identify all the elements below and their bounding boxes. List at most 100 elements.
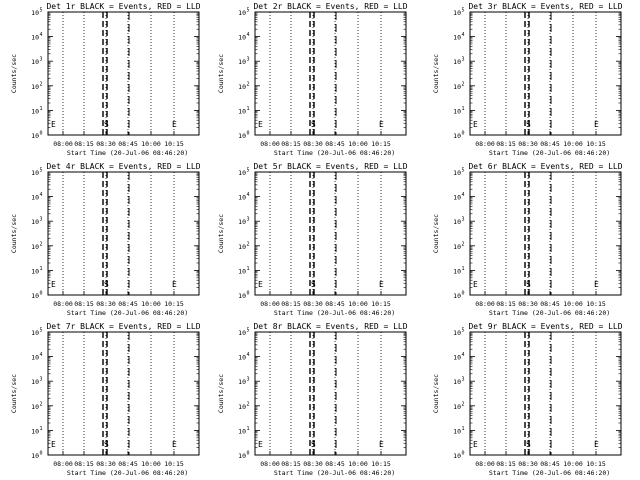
marker-right: E <box>594 440 599 449</box>
y-tick-label-base: 10 <box>453 267 461 275</box>
y-tick-label-exponent: 0 <box>247 451 250 457</box>
y-tick-label-exponent: 4 <box>247 32 250 38</box>
x-tick-label: 08:00 <box>260 300 280 308</box>
y-tick-label-exponent: 2 <box>40 401 43 407</box>
y-tick-label-base: 10 <box>238 292 246 300</box>
y-tick-label-base: 10 <box>453 169 461 177</box>
y-axis-label: Counts/sec <box>432 54 440 93</box>
marker-right: E <box>172 440 177 449</box>
y-tick-label-exponent: 0 <box>462 451 465 457</box>
y-axis-label: Counts/sec <box>432 374 440 413</box>
y-tick-label-exponent: 4 <box>40 32 43 38</box>
x-tick-label: 08:15 <box>281 460 301 468</box>
x-tick-label: 08:30 <box>96 140 116 148</box>
y-tick-label-base: 10 <box>31 329 39 337</box>
x-tick-label: 08:00 <box>475 460 495 468</box>
plot-frame <box>469 11 622 136</box>
y-axis-label: Counts/sec <box>10 374 18 413</box>
y-tick-label-exponent: 1 <box>247 426 250 432</box>
marker-mid: S <box>311 440 316 449</box>
y-tick-label-exponent: 0 <box>247 291 250 297</box>
y-tick-label-base: 10 <box>31 194 39 202</box>
y-tick-label-base: 10 <box>31 427 39 435</box>
y-tick-label-base: 10 <box>453 243 461 251</box>
y-tick-label-exponent: 0 <box>462 131 465 137</box>
y-tick-label-exponent: 4 <box>40 352 43 358</box>
y-tick-label-base: 10 <box>238 378 246 386</box>
y-tick-label-exponent: 3 <box>462 57 465 63</box>
x-tick-label: 08:15 <box>74 300 94 308</box>
y-tick-label-base: 10 <box>31 58 39 66</box>
plot-frame <box>469 171 622 296</box>
y-tick-label-base: 10 <box>31 132 39 140</box>
y-tick-label-exponent: 1 <box>40 266 43 272</box>
y-tick-label-exponent: 1 <box>40 106 43 112</box>
y-axis-label: Counts/sec <box>217 374 225 413</box>
y-tick-label-exponent: 2 <box>462 241 465 247</box>
y-tick-label-base: 10 <box>453 452 461 460</box>
y-tick-label-base: 10 <box>453 83 461 91</box>
y-tick-label-exponent: 0 <box>40 131 43 137</box>
y-tick-label-exponent: 0 <box>40 451 43 457</box>
y-tick-label-exponent: 5 <box>247 168 250 174</box>
y-tick-label-base: 10 <box>453 34 461 42</box>
x-tick-label: 08:45 <box>118 140 138 148</box>
x-tick-label: 08:30 <box>303 140 323 148</box>
y-tick-label-exponent: 2 <box>247 401 250 407</box>
y-tick-label-exponent: 5 <box>40 8 43 14</box>
x-tick-label: 08:30 <box>96 300 116 308</box>
y-tick-label-base: 10 <box>31 169 39 177</box>
x-axis-label: Start Time (20-Jul-06 08:46:20) <box>489 149 610 157</box>
x-tick-label: 08:30 <box>96 460 116 468</box>
y-tick-label-exponent: 4 <box>462 192 465 198</box>
x-tick-label: 08:45 <box>540 140 560 148</box>
marker-left: E <box>473 120 478 129</box>
x-tick-label: 08:30 <box>518 140 538 148</box>
y-tick-label-base: 10 <box>31 34 39 42</box>
y-axis-label: Counts/sec <box>10 214 18 253</box>
y-tick-label-exponent: 3 <box>462 377 465 383</box>
y-tick-label-base: 10 <box>238 58 246 66</box>
y-tick-label-base: 10 <box>453 132 461 140</box>
panel-title: Det 7r BLACK = Events, RED = LLD <box>46 322 200 331</box>
y-tick-label-exponent: 3 <box>247 57 250 63</box>
x-tick-label: 08:00 <box>53 140 73 148</box>
x-tick-label: 08:00 <box>260 460 280 468</box>
x-tick-label: 08:45 <box>540 300 560 308</box>
x-tick-label: 08:00 <box>53 460 73 468</box>
y-tick-label-exponent: 4 <box>40 192 43 198</box>
y-tick-label-base: 10 <box>31 292 39 300</box>
y-tick-label-base: 10 <box>453 427 461 435</box>
y-tick-label-base: 10 <box>238 169 246 177</box>
y-tick-label-exponent: 2 <box>247 81 250 87</box>
y-tick-label-base: 10 <box>31 354 39 362</box>
panel-title: Det 2r BLACK = Events, RED = LLD <box>253 2 407 11</box>
x-axis-label: Start Time (20-Jul-06 08:46:20) <box>67 469 188 477</box>
y-tick-label-base: 10 <box>238 354 246 362</box>
panel-title: Det 3r BLACK = Events, RED = LLD <box>468 2 622 11</box>
marker-right: E <box>594 280 599 289</box>
y-tick-label-exponent: 2 <box>40 241 43 247</box>
y-tick-label-base: 10 <box>453 403 461 411</box>
y-tick-label-base: 10 <box>453 194 461 202</box>
x-axis-label: Start Time (20-Jul-06 08:46:20) <box>274 309 395 317</box>
y-tick-label-base: 10 <box>238 83 246 91</box>
y-tick-label-exponent: 1 <box>462 426 465 432</box>
x-tick-label: 10:00 <box>348 300 368 308</box>
panel-title: Det 5r BLACK = Events, RED = LLD <box>253 162 407 171</box>
marker-mid: S <box>104 280 109 289</box>
x-tick-label: 08:45 <box>540 460 560 468</box>
y-tick-label-base: 10 <box>31 83 39 91</box>
y-tick-label-base: 10 <box>31 452 39 460</box>
y-tick-label-base: 10 <box>453 354 461 362</box>
marker-right: E <box>379 280 384 289</box>
marker-mid: S <box>526 440 531 449</box>
y-tick-label-exponent: 3 <box>40 57 43 63</box>
x-tick-label: 10:00 <box>563 300 583 308</box>
panel-title: Det 1r BLACK = Events, RED = LLD <box>46 2 200 11</box>
y-axis-label: Counts/sec <box>10 54 18 93</box>
